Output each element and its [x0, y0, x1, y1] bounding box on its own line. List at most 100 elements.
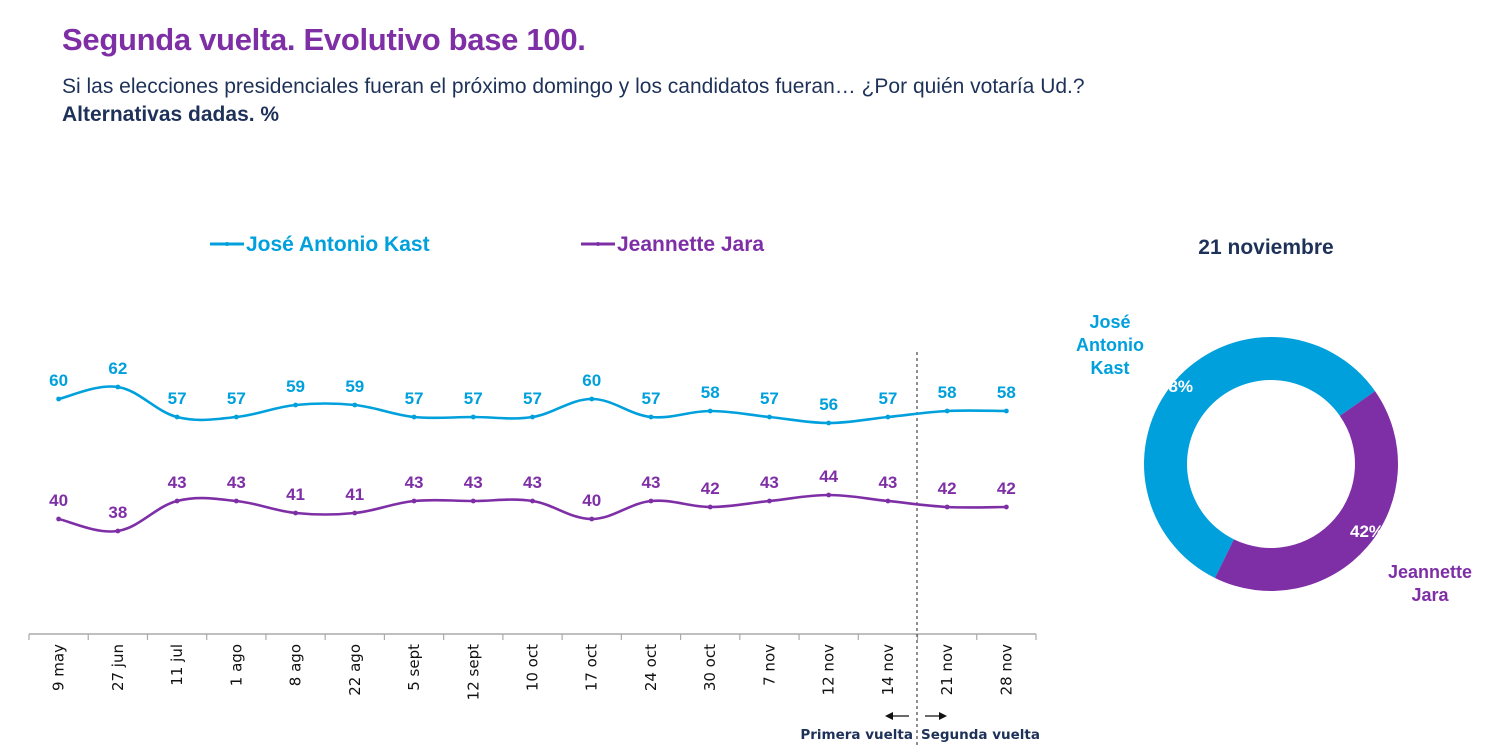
- donut-slice-jara: [1214, 391, 1399, 592]
- data-point: [589, 396, 595, 402]
- data-label: 42: [938, 479, 957, 498]
- data-label: 60: [582, 371, 601, 390]
- x-tick-label: 17 oct: [583, 644, 601, 691]
- x-tick-label: 30 oct: [701, 644, 719, 691]
- x-tick-label: 12 nov: [820, 644, 838, 696]
- data-point: [826, 492, 832, 498]
- data-label: 60: [49, 371, 68, 390]
- data-point: [115, 384, 121, 390]
- legend-label-jara: Jeannette Jara: [617, 233, 764, 256]
- x-tick-label: 10 oct: [524, 644, 542, 691]
- data-label: 57: [168, 389, 187, 408]
- data-point: [233, 414, 239, 420]
- data-label: 43: [642, 473, 661, 492]
- donut-label-jara: Jara: [1411, 585, 1449, 605]
- legend-label-kast: José Antonio Kast: [246, 233, 430, 256]
- data-point: [352, 402, 358, 408]
- page-title: Segunda vuelta. Evolutivo base 100.: [62, 22, 586, 57]
- x-tick-label: 11 jul: [168, 644, 186, 686]
- data-label: 43: [464, 473, 483, 492]
- legend-marker-jara: [596, 242, 600, 246]
- data-label: 43: [523, 473, 542, 492]
- data-point: [233, 498, 239, 504]
- data-label: 41: [286, 485, 305, 504]
- x-tick-label: 21 nov: [938, 644, 956, 696]
- data-label: 40: [49, 491, 68, 510]
- x-tick-label: 1 ago: [227, 644, 245, 686]
- data-label: 43: [405, 473, 424, 492]
- data-point: [411, 414, 417, 420]
- data-label: 43: [227, 473, 246, 492]
- data-label: 42: [701, 479, 720, 498]
- data-point: [411, 498, 417, 504]
- data-point: [470, 414, 476, 420]
- legend-item-kast: José Antonio Kast: [210, 233, 430, 256]
- data-label: 43: [760, 473, 779, 492]
- data-label: 44: [819, 467, 838, 486]
- data-point: [589, 516, 595, 522]
- data-label: 57: [227, 389, 246, 408]
- data-point: [885, 498, 891, 504]
- x-tick-label: 28 nov: [997, 644, 1015, 696]
- data-label: 58: [701, 383, 720, 402]
- data-point: [174, 414, 180, 420]
- arrow-right-head-icon: [939, 712, 947, 720]
- donut-chart: 58% 42% José Antonio Kast Jeannette Jara: [1076, 312, 1472, 605]
- data-label: 57: [760, 389, 779, 408]
- x-tick-label: 14 nov: [879, 644, 897, 696]
- x-tick-label: 12 sept: [464, 644, 482, 700]
- data-point: [530, 498, 535, 504]
- data-label: 38: [108, 503, 127, 522]
- data-label: 57: [642, 389, 661, 408]
- x-tick-label: 8 ago: [287, 644, 305, 686]
- survey-question: Si las elecciones presidenciales fueran …: [62, 75, 1085, 98]
- data-point: [767, 414, 772, 420]
- data-point: [1003, 408, 1009, 414]
- x-tick-label: 5 sept: [405, 644, 423, 691]
- x-tick-label: 22 ago: [346, 644, 364, 696]
- data-label: 57: [523, 389, 542, 408]
- line-series: 60 62 57 57 59 59 57 57 57 60 57 58 57 56 57 58 58 40 38 43…: [49, 359, 1016, 534]
- x-axis-tick-labels: 9 may 27 jun 11 jul 1 ago 8 ago 22 ago 5 sept 1…: [50, 644, 1016, 700]
- legend-item-jara: Jeannette Jara: [581, 233, 764, 256]
- segunda-vuelta-label: Segunda vuelta: [921, 727, 1040, 743]
- data-point: [115, 528, 121, 534]
- x-axis-ticks: [28, 634, 1037, 640]
- data-point: [293, 510, 298, 516]
- data-point: [767, 498, 772, 504]
- arrow-left-head-icon: [885, 712, 893, 720]
- data-point: [944, 504, 950, 510]
- data-label: 43: [168, 473, 187, 492]
- x-tick-label: 27 jun: [109, 644, 127, 691]
- data-point: [470, 498, 476, 504]
- data-label: 59: [345, 377, 364, 396]
- data-point: [648, 414, 654, 420]
- x-tick-label: 24 oct: [642, 644, 660, 691]
- series-jara: 40 38 43 43 41 41 43 43 43 40 43 42 43 44 43 42 42: [49, 467, 1016, 534]
- data-point: [885, 414, 891, 420]
- segunda-vuelta-marker: Segunda vuelta: [921, 712, 1040, 743]
- data-point: [707, 408, 713, 414]
- data-label: 42: [997, 479, 1016, 498]
- data-point: [56, 396, 62, 402]
- donut-pct-jara: 42%: [1350, 522, 1384, 541]
- data-point: [352, 510, 358, 516]
- data-label: 58: [938, 383, 957, 402]
- data-point: [174, 498, 180, 504]
- data-label: 59: [286, 377, 305, 396]
- survey-note: Alternativas dadas. %: [62, 103, 280, 126]
- data-label: 57: [878, 389, 897, 408]
- data-label: 62: [108, 359, 127, 378]
- data-label: 40: [582, 491, 601, 510]
- primera-vuelta-marker: Primera vuelta: [800, 712, 913, 743]
- legend-marker-kast: [225, 242, 229, 246]
- x-tick-label: 7 nov: [760, 644, 778, 686]
- donut-label-kast: Kast: [1090, 358, 1129, 378]
- data-point: [826, 420, 832, 426]
- data-label: 57: [405, 389, 424, 408]
- data-point: [707, 504, 713, 510]
- donut-label-kast: Antonio: [1076, 335, 1144, 355]
- donut-title: 21 noviembre: [1198, 236, 1333, 259]
- data-label: 58: [997, 383, 1016, 402]
